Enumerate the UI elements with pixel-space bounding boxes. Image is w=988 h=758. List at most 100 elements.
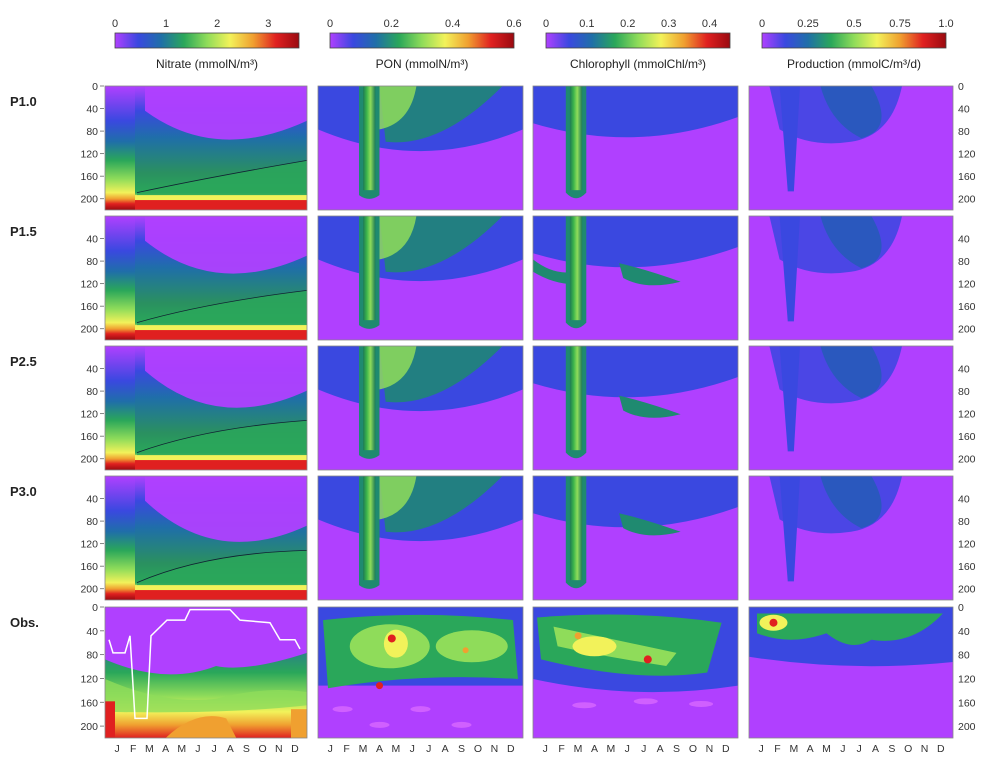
nitrate-winter-mix [105, 476, 135, 600]
obs-prod-surface [757, 613, 943, 645]
panel-frame [748, 85, 954, 211]
colorbar-tick-label: 3 [265, 18, 271, 30]
heatmap-panel-chlorophyll-p10 [533, 86, 738, 210]
nitrate-nitracline [137, 290, 307, 328]
depth-tick-label-right: 120 [958, 673, 976, 685]
depth-tick-label-left: 120 [80, 539, 98, 551]
depth-tick-label-right: 80 [958, 516, 970, 528]
pon-bloom-spread [379, 476, 417, 520]
panel-frame [104, 475, 308, 601]
depth-tick-label-right: 120 [958, 409, 976, 421]
chl-winter-feature [533, 259, 574, 285]
month-tick-label: D [722, 743, 730, 755]
depth-tick-label-right: 80 [958, 256, 970, 268]
obs-mixed-layer-line [108, 608, 301, 720]
heatmap-panel-production-p15 [749, 216, 953, 340]
panel-frame [532, 215, 739, 341]
depth-tick-label-left: 40 [86, 364, 98, 376]
nitrate-nitracline [137, 550, 307, 588]
depth-tick-label-right: 80 [958, 650, 970, 662]
colorbars: 0 1 2 3 Nitrate (mmolN/m³) 0 0.2 0.4 0.6 PON (mmo… [112, 18, 954, 71]
colorbar-tick-label: 0.5 [846, 18, 861, 30]
colorbar-tick-label: 0 [327, 18, 333, 30]
panel-frame [104, 85, 308, 211]
pon-bloom-column [363, 346, 376, 451]
depth-tick-label-left: 0 [92, 602, 98, 614]
depth-tick-label-left: 40 [86, 626, 98, 638]
colorbar-strip [114, 32, 300, 49]
obs-pon-patch [369, 721, 390, 728]
row-labels: P1.0 P1.5 P2.5 P3.0 Obs. [10, 94, 39, 630]
depth-tick-label-left: 0 [92, 81, 98, 93]
depth-tick-label-left: 120 [80, 409, 98, 421]
depth-tick-label-right: 160 [958, 431, 976, 443]
depth-tick-label-left: 200 [80, 324, 98, 336]
prod-summer-patch [820, 476, 882, 529]
depth-tick-label-right: 200 [958, 194, 976, 206]
panel-frame [317, 215, 524, 341]
heatmap-panel-chlorophyll-p30 [533, 476, 738, 600]
colorbar-tick-label: 1 [163, 18, 169, 30]
depth-tick-label-right: 40 [958, 234, 970, 246]
depth-tick-label-right: 120 [958, 149, 976, 161]
nitrate-contour [136, 290, 307, 324]
depth-tick-label-left: 200 [80, 721, 98, 733]
heatmap-panel-pon-obs [318, 607, 523, 738]
nitrate-depleted-surface [145, 476, 307, 542]
depth-tick-label-right: 40 [958, 626, 970, 638]
heatmap-panel-nitrate-p25 [105, 346, 307, 470]
month-tick-label: N [706, 743, 714, 755]
colorbar-title: Chlorophyll (mmolChl/m³) [570, 57, 706, 71]
month-tick-label: O [689, 743, 697, 755]
depth-tick-label-right: 160 [958, 697, 976, 709]
colorbar-1: 0 1 2 3 Nitrate (mmolN/m³) [112, 18, 300, 71]
depth-tick-label-right: 160 [958, 561, 976, 573]
depth-tick-label-right: 80 [958, 386, 970, 398]
depth-tick-label-right: 0 [958, 81, 964, 93]
nitrate-depleted-surface [145, 346, 307, 408]
depth-tick-label-left: 80 [86, 650, 98, 662]
month-tick-label: N [921, 743, 929, 755]
month-tick-label: A [872, 743, 879, 755]
obs-nitrate-edge-right [291, 709, 307, 738]
prod-bloom-column [779, 346, 800, 452]
chl-deep-maximum [619, 263, 681, 286]
obs-chl-patch [689, 700, 714, 707]
month-tick-label: M [607, 743, 616, 755]
chl-bloom-column [569, 86, 583, 191]
month-tick-label: D [507, 743, 515, 755]
colorbar-strip [545, 32, 731, 49]
panels [104, 85, 954, 739]
colorbar-title: PON (mmolN/m³) [376, 57, 469, 71]
obs-pon-patch [451, 721, 472, 728]
colorbar-tick-label: 0.4 [445, 18, 460, 30]
panel-frame [104, 345, 308, 471]
chl-deep-maximum [619, 395, 681, 418]
month-tick-label: J [625, 743, 630, 755]
row-label: P1.0 [10, 94, 37, 109]
month-tick-label: A [657, 743, 664, 755]
depth-tick-label-right: 120 [958, 539, 976, 551]
depth-tick-label-left: 200 [80, 194, 98, 206]
panel-frame [532, 85, 739, 211]
month-tick-label: J [195, 743, 200, 755]
month-tick-label: D [937, 743, 945, 755]
depth-tick-label-left: 120 [80, 149, 98, 161]
month-tick-label: J [641, 743, 646, 755]
panel-frame [748, 345, 954, 471]
pon-bloom-spread [379, 346, 417, 390]
row-label: Obs. [10, 615, 39, 630]
depth-tick-label-right: 160 [958, 301, 976, 313]
depth-tick-label-right: 200 [958, 584, 976, 596]
depth-tick-label-left: 160 [80, 561, 98, 573]
panel-frame [104, 606, 308, 739]
panel-frame [104, 215, 308, 341]
depth-tick-label-right: 80 [958, 126, 970, 138]
obs-pon-summer [435, 630, 508, 663]
pon-bloom-column [363, 216, 376, 321]
depth-tick-label-right: 120 [958, 279, 976, 291]
month-tick-label: J [857, 743, 862, 755]
obs-nitrate-surface [105, 607, 307, 675]
panel-frame [317, 475, 524, 601]
obs-chl-patch [633, 698, 658, 705]
